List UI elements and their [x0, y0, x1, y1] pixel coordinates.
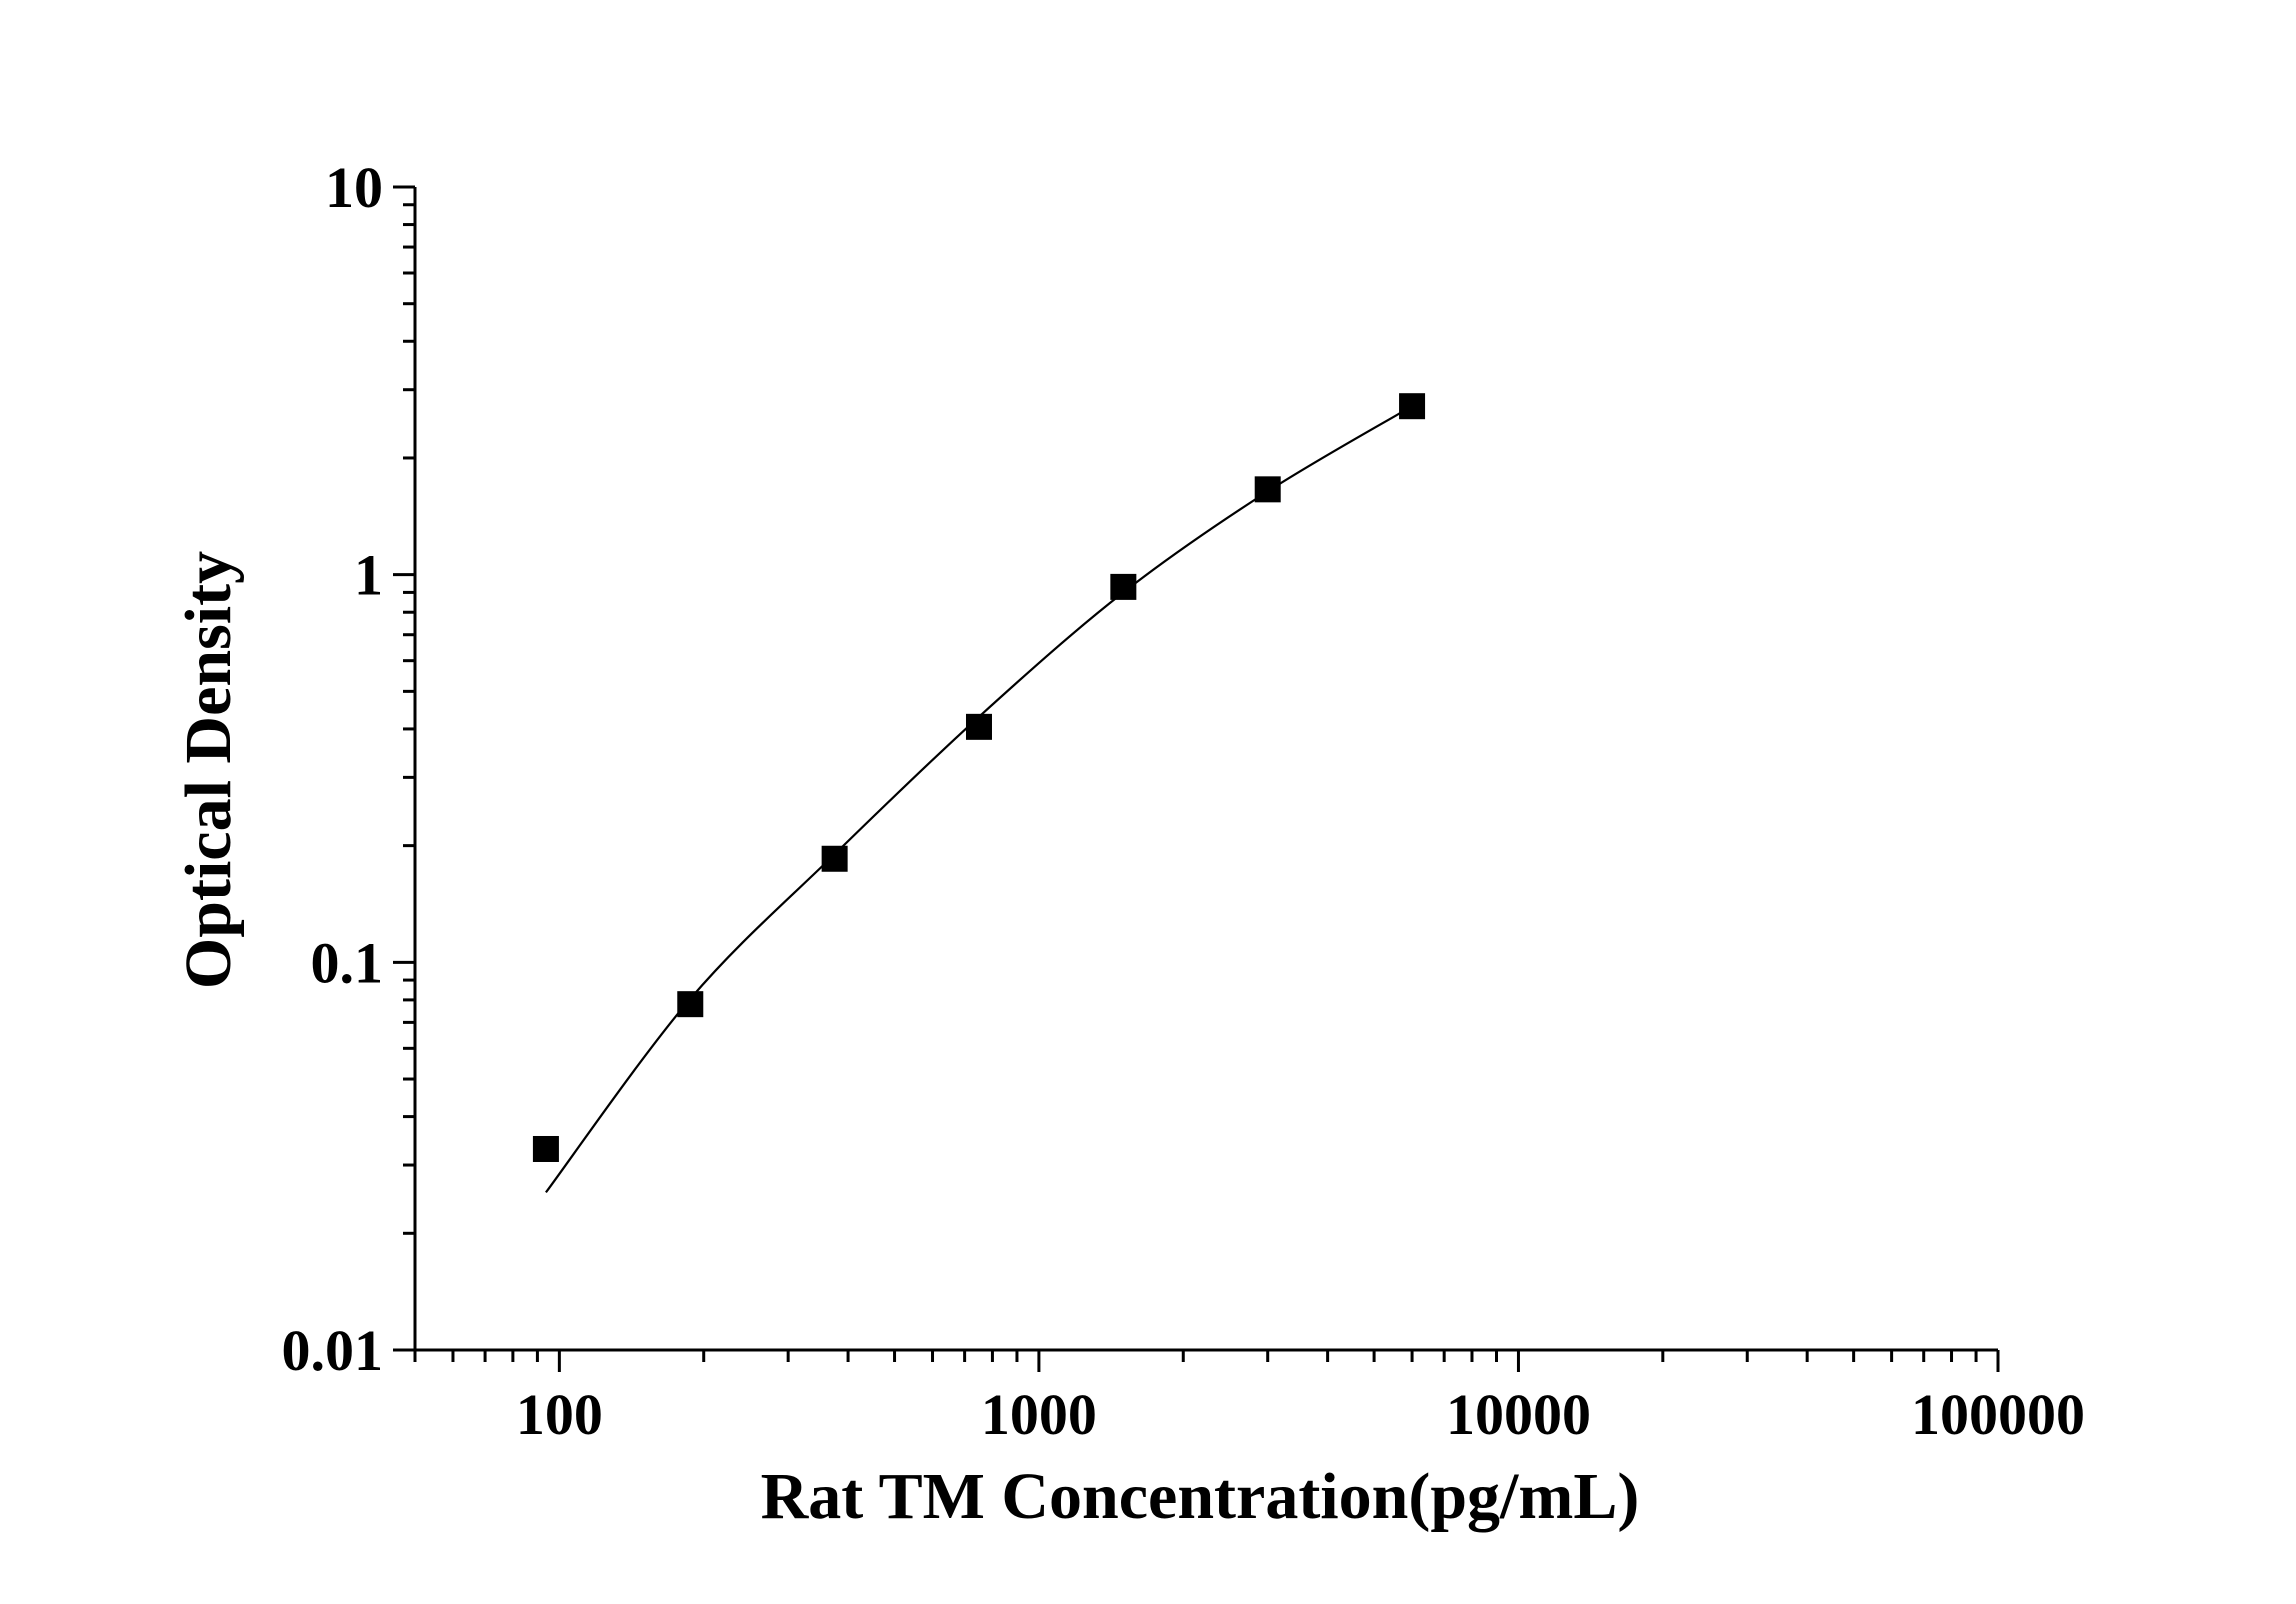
- x-axis-title: Rat TM Concentration(pg/mL): [761, 1460, 1640, 1533]
- y-tick-label: 1: [354, 543, 383, 608]
- data-point: [1254, 476, 1281, 503]
- data-point: [821, 845, 848, 872]
- x-tick-label: 100000: [1911, 1382, 2085, 1447]
- fit-curve: [545, 405, 1413, 1194]
- axes: [413, 187, 1998, 1352]
- x-tick-label: 10000: [1446, 1382, 1591, 1447]
- axis-ticks: [393, 185, 2000, 1372]
- tick-labels: 100 1000 10000 100000 0.01 0.1 1 10: [282, 155, 2086, 1447]
- data-point: [965, 713, 992, 740]
- x-tick-label: 1000: [981, 1382, 1097, 1447]
- fit-curve-group: [545, 405, 1413, 1194]
- y-tick-label: 10: [325, 155, 383, 220]
- data-points: [532, 393, 1426, 1162]
- data-point: [532, 1135, 559, 1162]
- x-tick-label: 100: [516, 1382, 603, 1447]
- y-tick-label: 0.01: [282, 1318, 384, 1383]
- data-point: [677, 991, 704, 1018]
- y-axis-title: Optical Density: [172, 551, 245, 989]
- data-point: [1110, 573, 1137, 600]
- data-point: [1399, 393, 1426, 420]
- y-tick-label: 0.1: [311, 930, 384, 995]
